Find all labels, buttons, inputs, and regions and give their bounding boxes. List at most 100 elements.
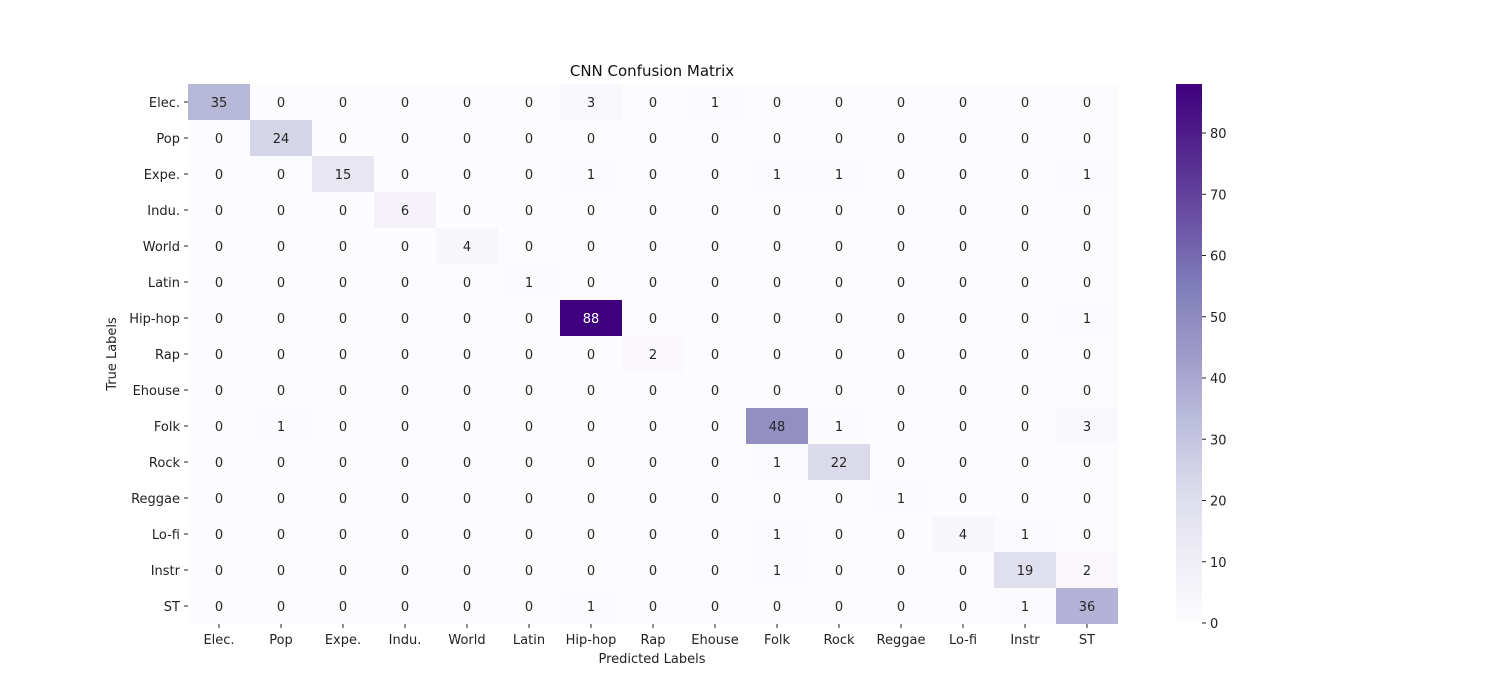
x-tick-label: Folk bbox=[764, 633, 791, 648]
heatmap-cell bbox=[374, 300, 436, 336]
heatmap-cell bbox=[622, 264, 684, 300]
x-tick-label: Latin bbox=[513, 633, 545, 648]
heatmap-cell bbox=[1056, 84, 1118, 120]
cell-value-label: 1 bbox=[525, 276, 533, 291]
cell-value-label: 0 bbox=[339, 528, 347, 543]
heatmap-cell bbox=[746, 552, 808, 588]
heatmap-cell bbox=[560, 228, 622, 264]
cell-value-label: 0 bbox=[277, 564, 285, 579]
cell-value-label: 0 bbox=[1083, 384, 1091, 399]
heatmap-cell bbox=[994, 120, 1056, 156]
cell-value-label: 0 bbox=[959, 96, 967, 111]
cell-value-label: 0 bbox=[525, 600, 533, 615]
cell-value-label: 0 bbox=[897, 384, 905, 399]
heatmap-cell bbox=[188, 192, 250, 228]
cell-value-label: 88 bbox=[583, 312, 600, 327]
heatmap-cell bbox=[498, 408, 560, 444]
cell-value-label: 0 bbox=[401, 456, 409, 471]
cell-value-label: 0 bbox=[959, 384, 967, 399]
cell-value-label: 0 bbox=[959, 348, 967, 363]
cell-value-label: 0 bbox=[463, 420, 471, 435]
heatmap-cell bbox=[250, 588, 312, 624]
heatmap-cell bbox=[870, 120, 932, 156]
x-tick-label: Rock bbox=[823, 633, 855, 648]
cell-value-label: 0 bbox=[401, 600, 409, 615]
cell-value-label: 0 bbox=[277, 492, 285, 507]
cell-value-label: 0 bbox=[587, 528, 595, 543]
cell-value-label: 1 bbox=[711, 96, 719, 111]
cell-value-label: 1 bbox=[773, 564, 781, 579]
heatmap-cell bbox=[374, 372, 436, 408]
heatmap-cell bbox=[622, 444, 684, 480]
heatmap-cell bbox=[312, 156, 374, 192]
cell-value-label: 22 bbox=[831, 456, 848, 471]
cell-value-label: 0 bbox=[773, 312, 781, 327]
heatmap-cell bbox=[684, 264, 746, 300]
heatmap-cell bbox=[1056, 516, 1118, 552]
heatmap-cell bbox=[684, 516, 746, 552]
heatmap-cell bbox=[250, 192, 312, 228]
heatmap-cell bbox=[250, 516, 312, 552]
cell-value-label: 0 bbox=[959, 132, 967, 147]
cell-value-label: 0 bbox=[1021, 204, 1029, 219]
cell-value-label: 0 bbox=[401, 312, 409, 327]
heatmap-cell bbox=[684, 228, 746, 264]
y-tick-label: Instr bbox=[151, 564, 181, 579]
cell-value-label: 0 bbox=[215, 492, 223, 507]
cell-value-label: 0 bbox=[401, 132, 409, 147]
cell-value-label: 3 bbox=[587, 96, 595, 111]
cell-value-label: 1 bbox=[1083, 312, 1091, 327]
heatmap-cell bbox=[560, 372, 622, 408]
cell-value-label: 0 bbox=[215, 456, 223, 471]
cell-value-label: 0 bbox=[649, 132, 657, 147]
cell-value-label: 0 bbox=[463, 276, 471, 291]
heatmap-cell bbox=[870, 516, 932, 552]
cell-value-label: 0 bbox=[215, 420, 223, 435]
cell-value-label: 0 bbox=[711, 240, 719, 255]
heatmap-cell bbox=[250, 300, 312, 336]
cell-value-label: 0 bbox=[339, 276, 347, 291]
heatmap-cell bbox=[374, 264, 436, 300]
cell-value-label: 0 bbox=[587, 204, 595, 219]
heatmap-cell bbox=[684, 588, 746, 624]
cell-value-label: 0 bbox=[401, 420, 409, 435]
cell-value-label: 0 bbox=[649, 384, 657, 399]
cell-value-label: 0 bbox=[587, 240, 595, 255]
cell-value-label: 0 bbox=[339, 600, 347, 615]
heatmap-cell bbox=[932, 120, 994, 156]
cell-value-label: 0 bbox=[277, 240, 285, 255]
heatmap-cell bbox=[188, 156, 250, 192]
y-tick-label: Elec. bbox=[149, 96, 180, 111]
colorbar-tick-label: 0 bbox=[1210, 617, 1218, 632]
cell-value-label: 0 bbox=[463, 456, 471, 471]
heatmap-cell bbox=[436, 444, 498, 480]
cell-value-label: 0 bbox=[463, 528, 471, 543]
cell-value-label: 1 bbox=[773, 456, 781, 471]
cell-value-label: 0 bbox=[649, 528, 657, 543]
heatmap-cell bbox=[746, 264, 808, 300]
cell-value-label: 0 bbox=[649, 240, 657, 255]
heatmap-cell bbox=[684, 120, 746, 156]
heatmap-cell bbox=[250, 372, 312, 408]
heatmap-cell bbox=[994, 552, 1056, 588]
cell-value-label: 0 bbox=[649, 96, 657, 111]
heatmap-cell bbox=[312, 192, 374, 228]
cell-value-label: 0 bbox=[401, 492, 409, 507]
cell-value-label: 0 bbox=[711, 600, 719, 615]
cell-value-label: 0 bbox=[463, 168, 471, 183]
heatmap-cell bbox=[808, 408, 870, 444]
heatmap-cell bbox=[622, 84, 684, 120]
cell-value-label: 19 bbox=[1017, 564, 1034, 579]
heatmap-cell bbox=[312, 228, 374, 264]
heatmap-cell bbox=[498, 372, 560, 408]
cell-value-label: 0 bbox=[1083, 96, 1091, 111]
cell-value-label: 1 bbox=[897, 492, 905, 507]
heatmap-cell bbox=[560, 192, 622, 228]
heatmap-cell bbox=[932, 264, 994, 300]
colorbar-tick-label: 30 bbox=[1210, 433, 1227, 448]
cell-value-label: 0 bbox=[1021, 456, 1029, 471]
cell-value-label: 0 bbox=[773, 600, 781, 615]
cell-value-label: 0 bbox=[525, 204, 533, 219]
x-tick-label: Hip-hop bbox=[566, 633, 617, 648]
heatmap-cell bbox=[374, 336, 436, 372]
